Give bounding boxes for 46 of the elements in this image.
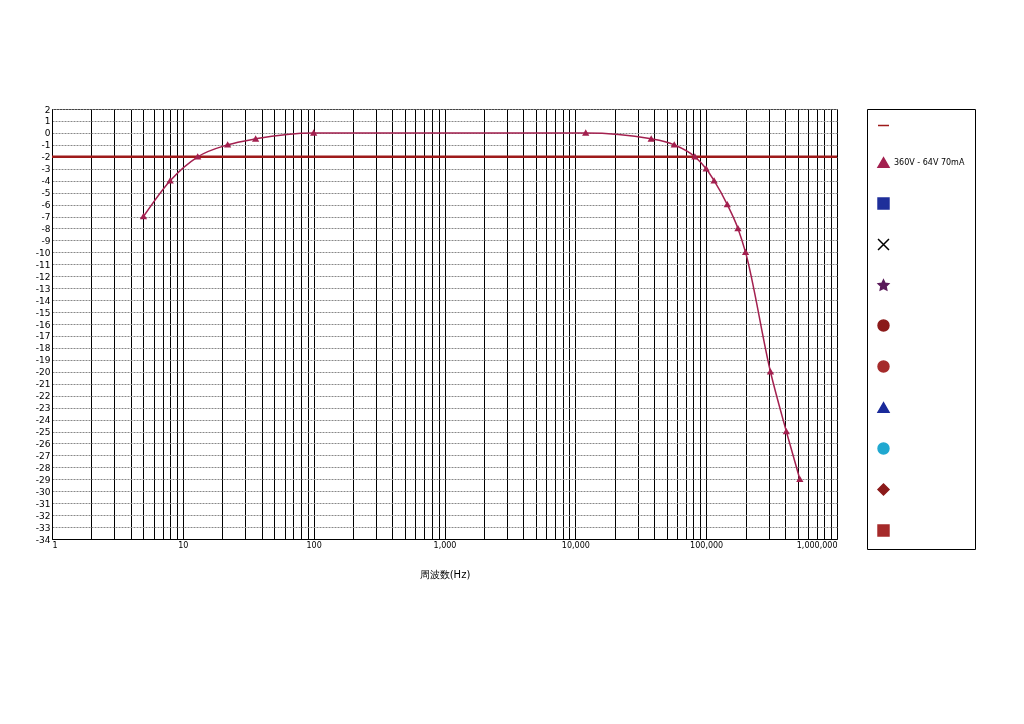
y-tick-label: -17 [35,331,51,342]
y-tick-label: -6 [41,200,51,211]
y-tick-label: -33 [35,522,51,533]
y-tick-label: -26 [35,438,51,449]
y-tick-label: -12 [35,271,51,282]
y-tick-label: -14 [35,295,51,306]
y-tick-label: -3 [41,164,51,175]
y-tick-label: -27 [35,450,51,461]
y-tick-label: -1 [41,140,51,151]
y-tick-label: -18 [35,343,51,354]
x-tick-label: 10 [178,540,189,550]
y-tick-label: -34 [35,534,51,545]
y-tick-label: -24 [35,415,51,426]
legend-label: 360V - 64V 70mA [894,157,965,167]
y-tick-label: -23 [35,403,51,414]
y-tick-label: -29 [35,474,51,485]
y-tick-label: -4 [41,176,51,187]
y-tick-label: -13 [35,283,51,294]
y-tick-label: -30 [35,486,51,497]
y-tick-label: -22 [35,391,51,402]
x-tick-label: 10,000 [561,540,590,550]
x-tick-label: 1 [52,540,58,550]
y-tick-label: -21 [35,379,51,390]
y-tick-label: -2 [41,152,51,163]
x-tick-label: 100,000 [690,540,724,550]
x-tick-label: 1,000 [433,540,457,550]
x-tick-label: 100 [306,540,322,550]
y-tick-label: -11 [35,259,51,270]
y-tick-label: 1 [44,116,51,127]
x-axis-title: 周波数(Hz) [419,568,471,580]
y-tick-label: 2 [44,104,51,115]
y-tick-label: -15 [35,307,51,318]
y-tick-label: -32 [35,510,51,521]
y-tick-label: -10 [35,247,51,258]
y-tick-label: 0 [44,128,51,139]
y-tick-label: -8 [41,223,51,234]
y-tick-label: -31 [35,498,51,509]
y-tick-label: -16 [35,319,51,330]
y-tick-label: -7 [41,212,51,222]
y-tick-label: -5 [41,188,51,199]
y-tick-label: -19 [35,355,51,366]
y-tick-label: -20 [35,367,51,378]
y-tick-label: -28 [35,462,51,473]
y-tick-label: -25 [35,427,51,437]
x-tick-label: 1,000,000 [796,540,838,550]
y-tick-label: -9 [41,235,51,246]
